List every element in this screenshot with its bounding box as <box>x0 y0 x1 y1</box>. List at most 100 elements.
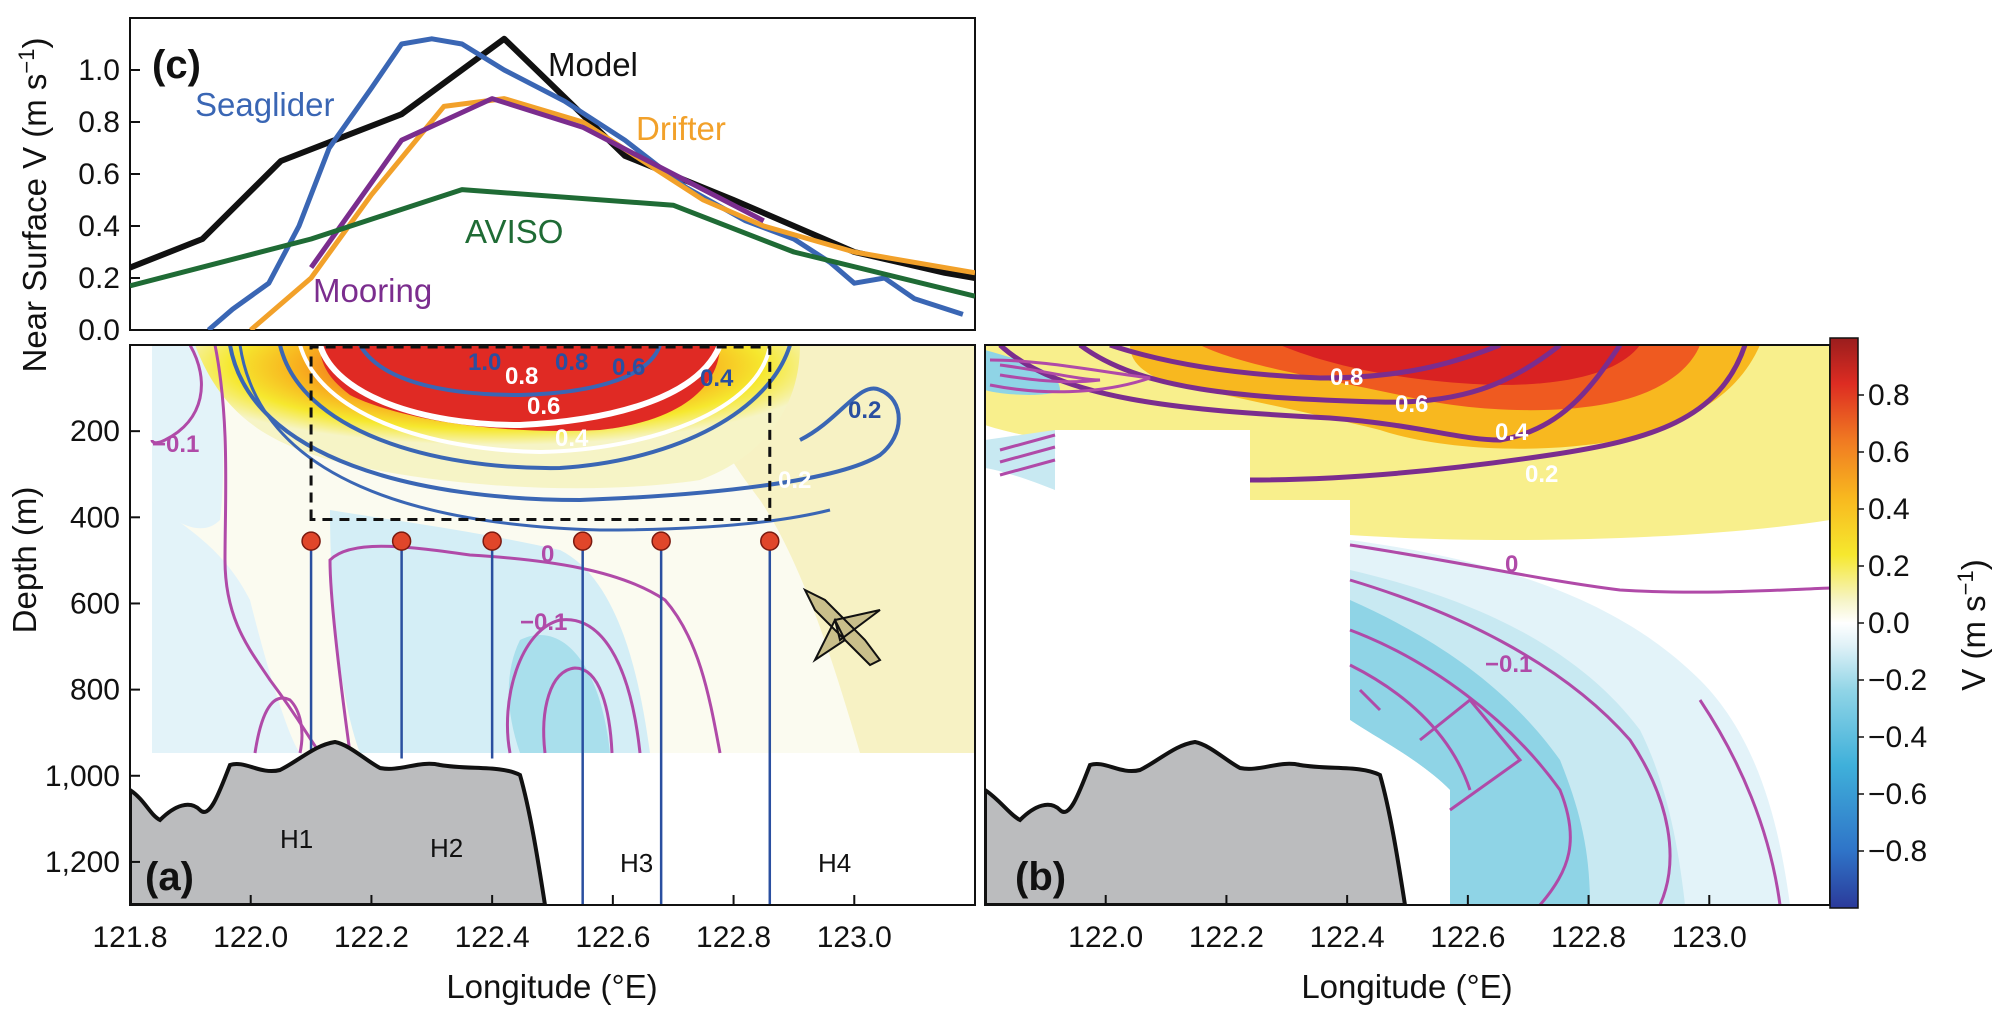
panel-c-label: (c) <box>152 43 201 87</box>
contour-label-zero-a: 0 <box>541 541 554 568</box>
panel-b: 122.0 122.2 122.4 122.6 122.8 123.0 (b) 0.8 0… <box>984 344 1831 1005</box>
panel-a-label: (a) <box>145 855 194 899</box>
contour-b-0p4 <box>998 345 1623 443</box>
contour-b-label-0p8: 0.8 <box>1330 364 1363 391</box>
contour-b-label-neg0p1: −0.1 <box>1485 651 1532 678</box>
panel-a-negative-deep <box>152 500 300 753</box>
contour-label-0p2-blue: 0.2 <box>848 397 881 424</box>
a-ytick-label: 400 <box>70 501 120 534</box>
panel-a: 121.8 122.0 122.2 122.4 122.6 122.8 123.0 200 4… <box>6 344 976 1005</box>
contour-b-neg3 <box>1349 663 1472 791</box>
c-ytick-label: 1.0 <box>78 54 120 87</box>
mooring-float <box>651 531 671 551</box>
panel-a-field <box>130 345 975 905</box>
contour-0p6-white <box>317 345 723 429</box>
panel-a-xticks: 121.8 122.0 122.2 122.4 122.6 122.8 123.0 <box>92 895 892 954</box>
panel-a-frame <box>129 344 976 906</box>
a-ytick-label: 1,000 <box>45 760 120 793</box>
contour-b-neg5 <box>1698 699 1782 905</box>
panel-b-xticks: 122.0 122.2 122.4 122.6 122.8 123.0 <box>1068 895 1747 954</box>
site-label-h1: H1 <box>280 824 313 854</box>
contour-0p4-blue <box>278 345 792 471</box>
series-mooring <box>309 96 765 270</box>
contour-b-label-zero: 0 <box>1505 551 1518 578</box>
a-xtick-label: 122.4 <box>455 921 530 954</box>
a-xtick-label: 122.8 <box>696 921 771 954</box>
contour-b-neg1 <box>1349 578 1672 905</box>
cb-tick-label: 0.6 <box>1868 436 1910 469</box>
a-xtick-label: 122.2 <box>334 921 409 954</box>
cb-tick-label: 0.0 <box>1868 607 1910 640</box>
contour-b-neg2 <box>1349 628 1572 905</box>
legend-label-mooring: Mooring <box>313 272 432 309</box>
contour-label-0p6: 0.6 <box>612 354 645 381</box>
contour-label-1p0: 1.0 <box>468 349 501 376</box>
cb-tick-label: 0.8 <box>1868 379 1910 412</box>
a-ytick-label: 800 <box>70 674 120 707</box>
contour-label-0p2-white: 0.2 <box>778 467 811 494</box>
panel-b-label: (b) <box>1015 855 1066 899</box>
cb-tick-label: −0.2 <box>1868 664 1927 697</box>
panel-c: 0.0 0.2 0.4 0.6 0.8 1.0 (c) Model Seaglider D… <box>14 17 976 373</box>
c-ytick-label: 0.6 <box>78 158 120 191</box>
contour-0p4-white <box>298 345 772 455</box>
site-label-h4: H4 <box>818 848 851 878</box>
contour-neg0p1-inner <box>542 666 614 754</box>
panel-a-negative-core <box>508 634 610 753</box>
panel-b-field <box>985 345 1830 905</box>
a-xtick-label: 122.0 <box>213 921 288 954</box>
contour-0p1-blue <box>238 345 831 532</box>
panel-c-series <box>130 35 975 330</box>
contour-label-0p6-white: 0.6 <box>527 393 560 420</box>
mooring-float <box>572 531 593 551</box>
contour-label-0p4: 0.4 <box>700 365 734 392</box>
a-xtick-label: 122.6 <box>575 921 650 954</box>
mooring-float <box>482 531 502 551</box>
contour-neg0p1-h1 <box>253 696 304 754</box>
contour-b-label-0p2: 0.2 <box>1525 461 1558 488</box>
a-ytick-label: 1,200 <box>45 846 120 879</box>
b-xtick-label: 122.0 <box>1068 921 1143 954</box>
contour-b-west-2 <box>989 358 1151 394</box>
c-ytick-label: 0.4 <box>78 210 120 243</box>
mooring-float <box>301 531 321 551</box>
contour-b-west-1 <box>999 363 1101 384</box>
contour-neg0p1-left <box>150 345 203 445</box>
b-xtick-label: 122.4 <box>1310 921 1385 954</box>
colorbar: 0.8 0.6 0.4 0.2 0.0 −0.2 −0.4 −0.6 −0.8 V (m s−1… <box>1829 337 1992 909</box>
panel-c-yticks: 0.0 0.2 0.4 0.6 0.8 1.0 <box>78 54 140 347</box>
contour-b-0p2 <box>1249 345 1748 483</box>
glider-icon <box>802 587 882 667</box>
c-ytick-label: 0.8 <box>78 106 120 139</box>
contour-b-neg4 <box>1358 688 1523 812</box>
contour-0p2-blue <box>228 345 901 503</box>
cb-tick-label: 0.2 <box>1868 550 1910 583</box>
mooring-float <box>391 531 412 551</box>
panel-a-moorings <box>301 531 780 905</box>
series-aviso <box>130 187 975 299</box>
series-model <box>130 35 975 281</box>
panel-a-negative-left <box>152 345 224 529</box>
panel-a-bathymetry <box>130 739 548 905</box>
c-ytick-label: 0.2 <box>78 262 120 295</box>
a-xtick-label: 121.8 <box>92 921 167 954</box>
b-xtick-label: 122.6 <box>1430 921 1505 954</box>
legend-label-aviso: AVISO <box>465 213 563 250</box>
legend-label-seaglider: Seaglider <box>195 86 334 123</box>
colorbar-gradient <box>1829 337 1859 909</box>
site-label-h2: H2 <box>430 833 463 863</box>
cb-tick-label: 0.4 <box>1868 493 1910 526</box>
contour-label-0p4-white: 0.4 <box>555 425 589 452</box>
panel-b-xlabel: Longitude (°E) <box>1301 968 1512 1005</box>
contour-0p8-blue <box>358 345 662 398</box>
panel-b-bathymetry <box>985 739 1408 905</box>
colorbar-label: V (m s−1) <box>1953 559 1992 690</box>
mooring-float <box>760 531 780 551</box>
contour-neg0p1-right <box>505 618 642 754</box>
legend-label-model: Model <box>548 46 638 83</box>
colorbar-ticks: 0.8 0.6 0.4 0.2 0.0 −0.2 −0.4 −0.6 −0.8 <box>1858 379 1927 868</box>
cb-tick-label: −0.6 <box>1868 778 1927 811</box>
panel-c-ylabel: Near Surface V (m s−1) <box>14 37 53 372</box>
cb-tick-label: −0.8 <box>1868 835 1927 868</box>
c-ytick-label: 0.0 <box>78 314 120 347</box>
